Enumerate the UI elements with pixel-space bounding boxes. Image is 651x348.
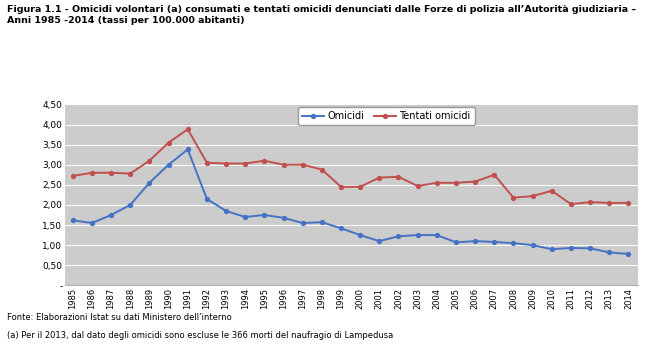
Tentati omicidi (126, 172, 134, 176)
Omicidi (69, 218, 77, 222)
Tentati omicidi (490, 173, 498, 177)
Omicidi (280, 216, 288, 220)
Tentati omicidi (414, 184, 422, 188)
Line: Tentati omicidi: Tentati omicidi (71, 127, 630, 206)
Tentati omicidi (605, 201, 613, 205)
Tentati omicidi (548, 189, 556, 193)
Omicidi (471, 239, 479, 243)
Omicidi (586, 246, 594, 251)
Tentati omicidi (510, 196, 518, 200)
Omicidi (337, 226, 345, 230)
Omicidi (299, 221, 307, 225)
Tentati omicidi (376, 175, 383, 180)
Omicidi (242, 215, 249, 219)
Tentati omicidi (452, 181, 460, 185)
Tentati omicidi (242, 161, 249, 166)
Tentati omicidi (395, 175, 402, 179)
Legend: Omicidi, Tentati omicidi: Omicidi, Tentati omicidi (298, 107, 475, 125)
Tentati omicidi (529, 194, 536, 198)
Omicidi (107, 213, 115, 217)
Omicidi (452, 240, 460, 244)
Text: Figura 1.1 - Omicidi volontari (a) consumati e tentati omicidi denunciati dalle : Figura 1.1 - Omicidi volontari (a) consu… (7, 5, 635, 14)
Tentati omicidi (222, 161, 230, 166)
Text: Anni 1985 -2014 (tassi per 100.000 abitanti): Anni 1985 -2014 (tassi per 100.000 abita… (7, 16, 244, 25)
Tentati omicidi (184, 127, 191, 132)
Tentati omicidi (203, 161, 211, 165)
Tentati omicidi (88, 171, 96, 175)
Text: (a) Per il 2013, dal dato degli omicidi sono escluse le 366 morti del naufragio : (a) Per il 2013, dal dato degli omicidi … (7, 331, 393, 340)
Tentati omicidi (433, 181, 441, 185)
Omicidi (529, 243, 536, 247)
Tentati omicidi (567, 202, 575, 206)
Omicidi (356, 233, 364, 237)
Omicidi (548, 247, 556, 251)
Tentati omicidi (260, 159, 268, 163)
Omicidi (510, 241, 518, 245)
Omicidi (126, 203, 134, 207)
Omicidi (145, 181, 153, 185)
Text: Fonte: Elaborazioni Istat su dati Ministero dell’interno: Fonte: Elaborazioni Istat su dati Minist… (7, 313, 231, 322)
Omicidi (414, 233, 422, 237)
Tentati omicidi (471, 180, 479, 184)
Omicidi (203, 197, 211, 201)
Tentati omicidi (624, 201, 632, 205)
Omicidi (624, 252, 632, 256)
Omicidi (490, 240, 498, 244)
Omicidi (184, 147, 191, 151)
Tentati omicidi (299, 163, 307, 167)
Tentati omicidi (107, 171, 115, 175)
Tentati omicidi (280, 163, 288, 167)
Tentati omicidi (165, 141, 173, 145)
Omicidi (433, 233, 441, 237)
Omicidi (88, 221, 96, 225)
Omicidi (605, 250, 613, 254)
Tentati omicidi (318, 167, 326, 172)
Omicidi (318, 220, 326, 224)
Line: Omicidi: Omicidi (71, 148, 630, 256)
Omicidi (395, 234, 402, 238)
Omicidi (567, 246, 575, 250)
Tentati omicidi (69, 174, 77, 178)
Tentati omicidi (356, 185, 364, 189)
Omicidi (376, 239, 383, 243)
Tentati omicidi (337, 185, 345, 189)
Omicidi (165, 163, 173, 167)
Tentati omicidi (145, 159, 153, 163)
Omicidi (260, 213, 268, 217)
Omicidi (222, 209, 230, 213)
Tentati omicidi (586, 200, 594, 204)
